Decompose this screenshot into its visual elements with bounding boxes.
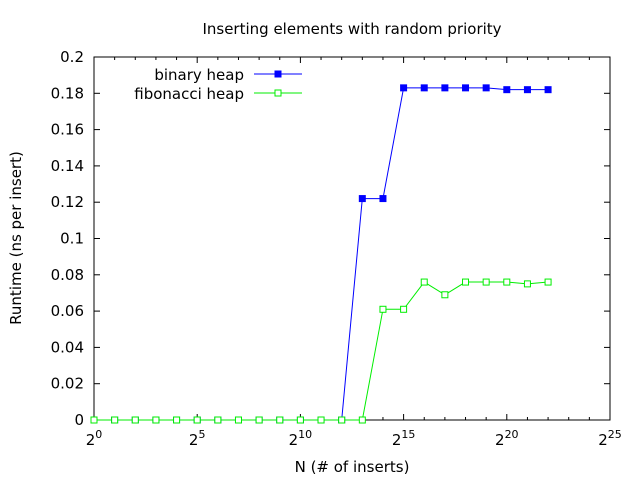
data-point-binary-heap xyxy=(544,86,552,94)
data-point-binary-heap xyxy=(441,84,449,92)
data-point-binary-heap xyxy=(503,86,511,94)
y-tick-label: 0.06 xyxy=(51,302,84,320)
data-point-binary-heap xyxy=(379,195,387,203)
data-point-fibonacci-heap xyxy=(379,305,387,313)
y-tick-label: 0.16 xyxy=(51,121,84,139)
data-point-fibonacci-heap xyxy=(234,416,242,424)
y-tick-label: 0.14 xyxy=(51,157,84,175)
legend-label-binary-heap: binary heap xyxy=(154,66,244,84)
data-point-fibonacci-heap xyxy=(523,280,531,288)
y-tick-label: 0 xyxy=(74,411,84,429)
y-axis-label: Runtime (ns per insert) xyxy=(7,151,25,325)
data-point-fibonacci-heap xyxy=(152,416,160,424)
data-point-fibonacci-heap xyxy=(503,278,511,286)
chart-title: Inserting elements with random priority xyxy=(202,20,501,38)
y-tick-label: 0.1 xyxy=(60,230,84,248)
x-tick-label: 220 xyxy=(495,428,519,449)
data-point-fibonacci-heap xyxy=(462,278,470,286)
legend-marker-fibonacci-heap xyxy=(274,89,282,97)
data-point-fibonacci-heap xyxy=(173,416,181,424)
x-tick-label: 210 xyxy=(289,428,313,449)
series-layer xyxy=(90,84,552,424)
x-axis-label: N (# of inserts) xyxy=(295,458,410,476)
x-tick-label: 225 xyxy=(598,428,622,449)
data-point-fibonacci-heap xyxy=(276,416,284,424)
legend-marker-binary-heap xyxy=(274,70,282,78)
data-point-fibonacci-heap xyxy=(317,416,325,424)
data-point-binary-heap xyxy=(523,86,531,94)
data-point-fibonacci-heap xyxy=(193,416,201,424)
data-point-fibonacci-heap xyxy=(214,416,222,424)
data-point-fibonacci-heap xyxy=(296,416,304,424)
data-point-binary-heap xyxy=(358,195,366,203)
data-point-fibonacci-heap xyxy=(111,416,119,424)
legend: binary heap fibonacci heap xyxy=(134,66,302,103)
x-tick-label: 215 xyxy=(392,428,416,449)
y-tick-label: 0.2 xyxy=(60,48,84,66)
y-tick-label: 0.04 xyxy=(51,338,84,356)
data-point-fibonacci-heap xyxy=(441,291,449,299)
y-tick-label: 0.12 xyxy=(51,193,84,211)
plot-frame xyxy=(93,56,611,421)
x-tick-label: 25 xyxy=(189,428,206,449)
data-point-fibonacci-heap xyxy=(544,278,552,286)
x-axis: 20 25 210 215 220 225 xyxy=(86,57,622,449)
data-point-fibonacci-heap xyxy=(400,305,408,313)
data-point-fibonacci-heap xyxy=(482,278,490,286)
data-point-fibonacci-heap xyxy=(255,416,263,424)
data-point-binary-heap xyxy=(400,84,408,92)
legend-label-fibonacci-heap: fibonacci heap xyxy=(134,85,244,103)
series-line-fibonacci-heap xyxy=(94,281,549,421)
x-tick-label: 20 xyxy=(86,428,103,449)
series-line-binary-heap xyxy=(94,87,549,421)
data-point-fibonacci-heap xyxy=(420,278,428,286)
data-point-binary-heap xyxy=(420,84,428,92)
data-point-binary-heap xyxy=(482,84,490,92)
y-tick-label: 0.18 xyxy=(51,84,84,102)
y-tick-label: 0.08 xyxy=(51,266,84,284)
data-point-fibonacci-heap xyxy=(90,416,98,424)
data-point-fibonacci-heap xyxy=(338,416,346,424)
data-point-fibonacci-heap xyxy=(358,416,366,424)
y-tick-label: 0.02 xyxy=(51,375,84,393)
y-axis: 0 0.02 0.04 0.06 0.08 0.1 0.12 0.14 0.16 0.18 0.2 xyxy=(51,48,610,429)
data-point-binary-heap xyxy=(462,84,470,92)
data-point-fibonacci-heap xyxy=(131,416,139,424)
